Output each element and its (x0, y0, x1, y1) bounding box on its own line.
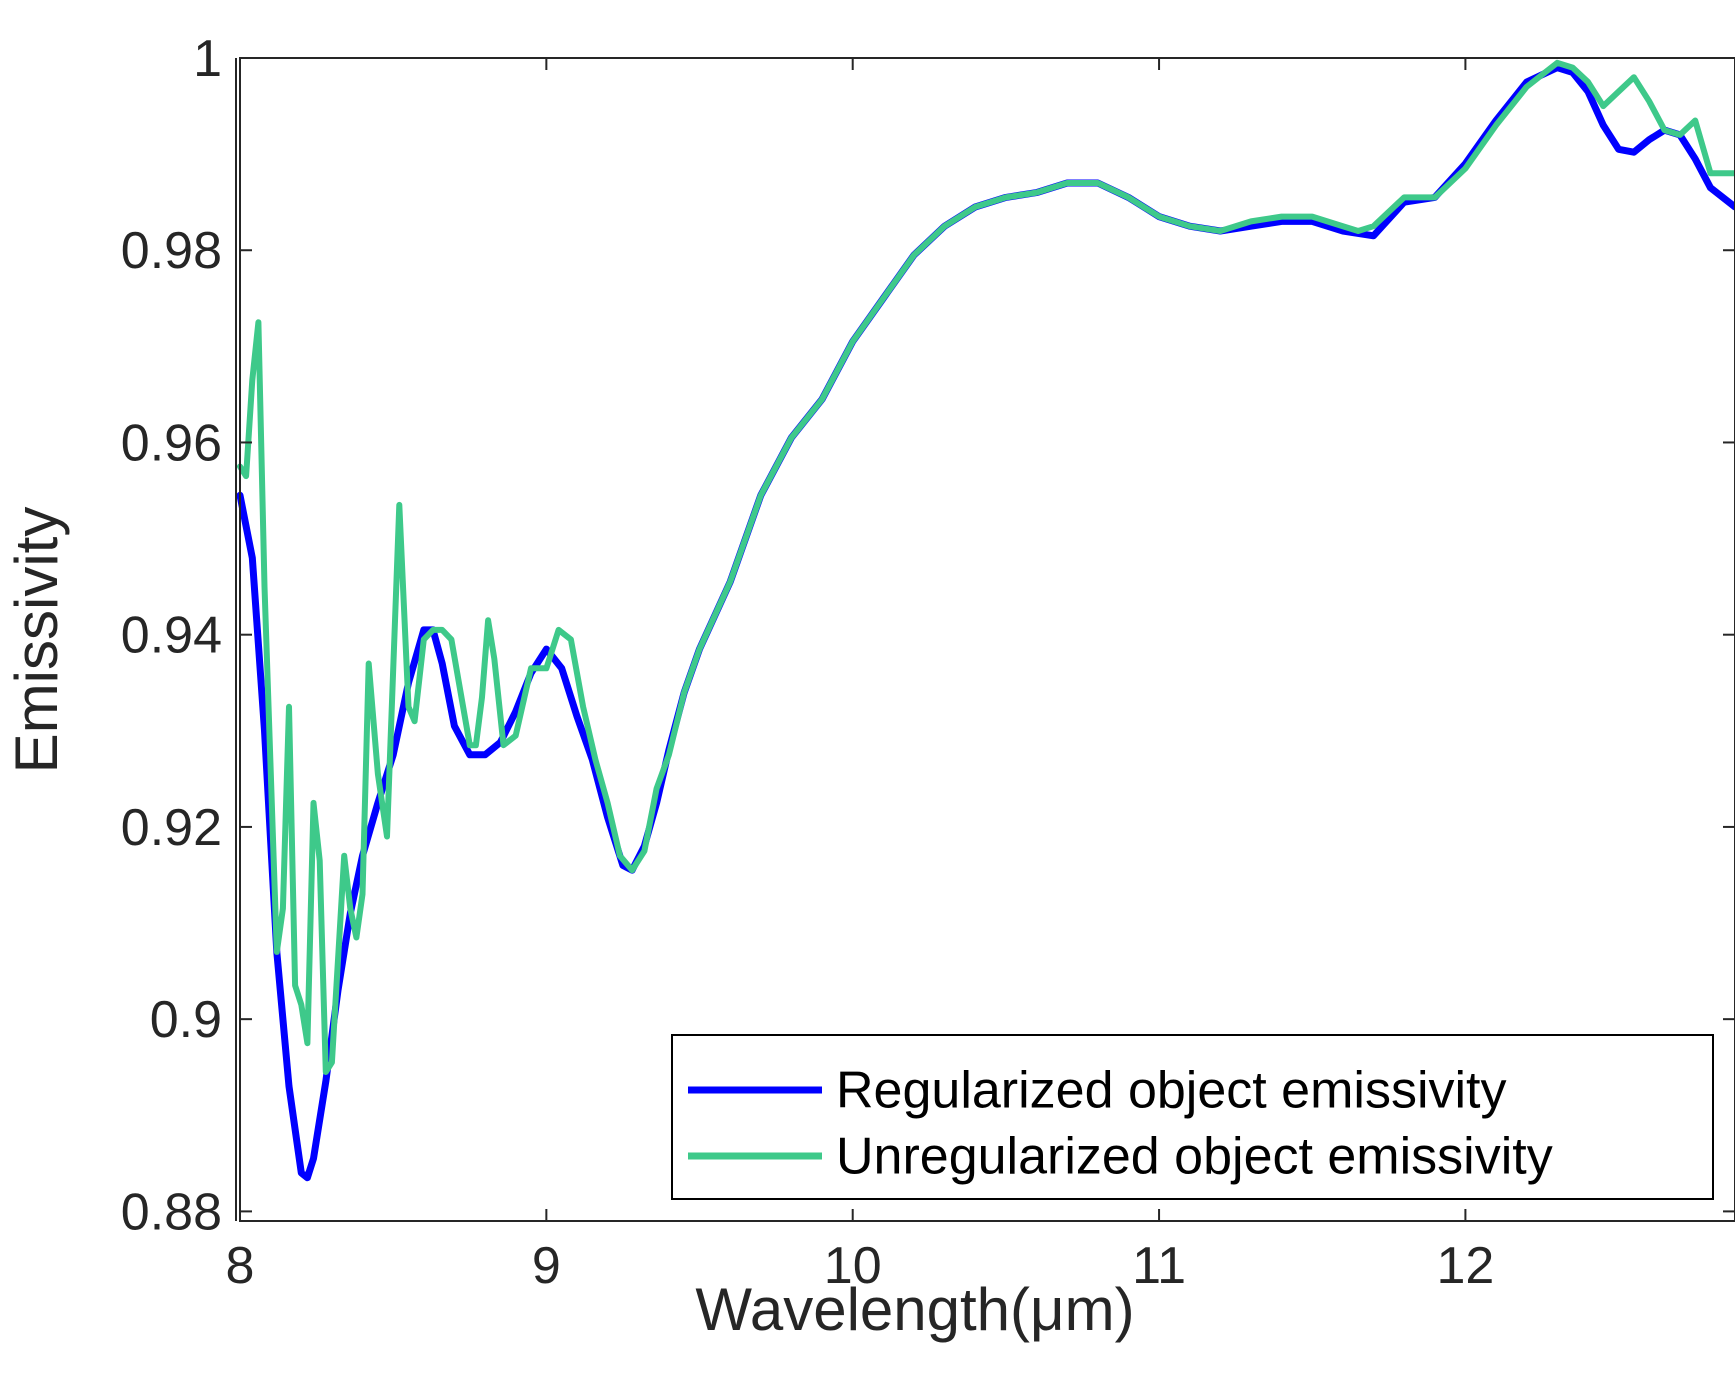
y-tick-label: 0.96 (121, 414, 222, 472)
y-tick-label: 0.92 (121, 799, 222, 857)
x-axis-label: Wavelength(μm) (695, 1276, 1134, 1343)
x-tick-label: 12 (1436, 1237, 1494, 1295)
y-tick-label: 1 (193, 30, 222, 88)
x-tick-label: 9 (532, 1237, 561, 1295)
legend-label-regularized: Regularized object emissivity (836, 1062, 1507, 1120)
series-line-unregularized (237, 59, 1735, 1075)
x-tick-label: 11 (1132, 1237, 1186, 1295)
y-axis-label: Emissivity (3, 507, 70, 774)
legend-label-unregularized: Unregularized object emissivity (836, 1128, 1553, 1186)
legend: Regularized object emissivity Unregulari… (671, 1034, 1714, 1200)
y-tick-label: 0.98 (121, 222, 222, 280)
y-tick-label: 0.9 (150, 991, 222, 1049)
y-tick-label: 0.88 (121, 1183, 222, 1241)
tick-labels-layer: 8 9 10 11 12 0.88 0.9 0.92 0.94 0.96 0.98 1 (121, 30, 1495, 1295)
x-tick-label: 10 (824, 1237, 882, 1295)
legend-box (671, 1034, 1714, 1200)
series-layer (236, 59, 1735, 1182)
y-tick-label: 0.94 (121, 607, 222, 665)
plot-frame (239, 57, 1735, 1222)
x-tick-label: 8 (226, 1237, 255, 1295)
